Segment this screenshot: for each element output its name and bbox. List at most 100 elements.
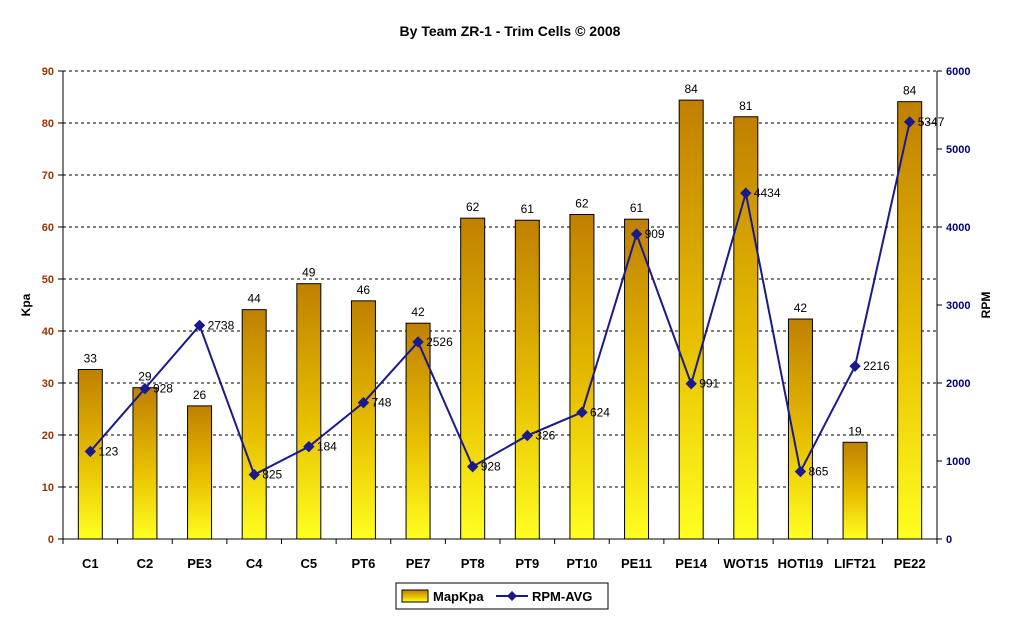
bar [296,283,322,540]
x-tick-label: PT8 [461,556,485,571]
y-tick-label: 50 [42,274,54,286]
bar-data-label: 84 [903,84,917,98]
bar [678,99,704,540]
x-tick-label: HOTI19 [778,556,824,571]
line-data-label: 326 [535,429,555,443]
bar-data-label: 61 [630,201,644,215]
bar-data-label: 42 [794,301,808,315]
chart-title: By Team ZR-1 - Trim Cells © 2008 [400,23,621,39]
legend-marker [507,591,517,601]
bar [514,219,540,540]
bar [241,309,267,540]
y-tick-label: 90 [42,66,54,78]
line-data-label: 2738 [208,318,235,332]
line-point [685,377,697,390]
line-point [740,187,752,199]
x-tick-label: C2 [137,556,154,571]
legend: MapKpa RPM-AVG [395,582,609,610]
bar [897,101,923,540]
x-tick-label: WOT15 [723,556,768,571]
bar-data-label: 26 [193,388,207,402]
bar [460,217,486,540]
x-tick-label: C4 [246,556,263,571]
line-point [412,336,424,348]
line-point [193,319,206,332]
plot-area: 33 29 26 44 49 46 42 62 61 62 61 84 81 42 19 84 0 10 20 30 4… [42,66,971,571]
y-tick-label: 0 [48,534,54,546]
line-data-label: 2526 [426,335,453,349]
line-data-label: 123 [98,444,118,458]
bar-data-label: 62 [466,200,480,214]
bar-data-label: 33 [84,351,98,365]
x-tick-label: LIFT21 [834,556,876,571]
line-point [630,228,643,240]
line-data-label: 865 [808,465,828,479]
y2-tick-label: 3000 [946,300,970,312]
bar-data-label: 61 [521,202,535,216]
bar-data-label: 42 [411,305,425,319]
legend-label-mapkpa: MapKpa [433,589,484,604]
line-data-label: 184 [317,440,337,454]
y2-axis-label: RPM [979,292,993,319]
line-data-label: 748 [371,396,391,410]
line-point [303,440,315,453]
x-tick-label: PT6 [352,556,376,571]
line-data-label: 825 [262,468,282,482]
x-tick-label: PE14 [675,556,708,571]
bar [187,405,213,540]
legend-label-rpm-avg: RPM-AVG [532,589,592,604]
bar [132,387,158,540]
y-tick-label: 20 [42,430,54,442]
bar-data-label: 46 [357,283,371,297]
bar-data-label: 49 [302,266,316,280]
bar-data-label: 19 [848,424,862,438]
line-data-label: 991 [699,377,719,391]
line-data-label: 5347 [918,115,945,129]
line-data-label: 624 [590,405,610,419]
bar [569,214,595,540]
y-tick-label: 60 [42,222,54,234]
y-tick-label: 80 [42,118,54,130]
y2-tick-label: 4000 [946,222,970,234]
line-point [849,360,861,372]
y2-tick-label: 1000 [946,456,970,468]
y2-tick-label: 0 [946,534,952,546]
x-tick-label: PE7 [406,556,431,571]
series-line-rpm-avg [89,121,911,477]
line-point [357,396,370,409]
bar-data-label: 62 [575,197,589,211]
x-tick-label: PE22 [894,556,926,571]
line-point [903,116,916,128]
y-tick-label: 40 [42,326,54,338]
line-point [576,406,588,419]
bar [733,116,759,540]
x-tick-label: C1 [82,556,99,571]
x-tick-label: PT10 [566,556,597,571]
y2-tick-label: 6000 [946,66,970,78]
line-point [139,382,151,395]
y-axis-label: Kpa [19,293,33,316]
y2-tick-label: 5000 [946,144,970,156]
x-tick-label: PE3 [187,556,212,571]
y2-tick-label: 2000 [946,378,970,390]
legend-bar-swatch [401,589,429,603]
bar-data-label: 29 [138,370,152,384]
bar [350,300,376,540]
line-point [248,468,260,481]
line-data-label: 2216 [863,359,890,373]
bar-data-label: 84 [685,82,699,96]
line-data-label: 909 [645,227,665,241]
bar-data-label: 44 [248,292,262,306]
line-data-label: 928 [481,460,501,474]
line-point [84,445,97,458]
line-data-label: 4434 [754,186,781,200]
line-point [521,429,534,442]
y-tick-label: 10 [42,482,54,494]
y-tick-label: 30 [42,378,54,390]
x-tick-label: C5 [301,556,318,571]
bar [624,218,650,540]
bar [405,322,431,540]
line-point [466,460,479,473]
